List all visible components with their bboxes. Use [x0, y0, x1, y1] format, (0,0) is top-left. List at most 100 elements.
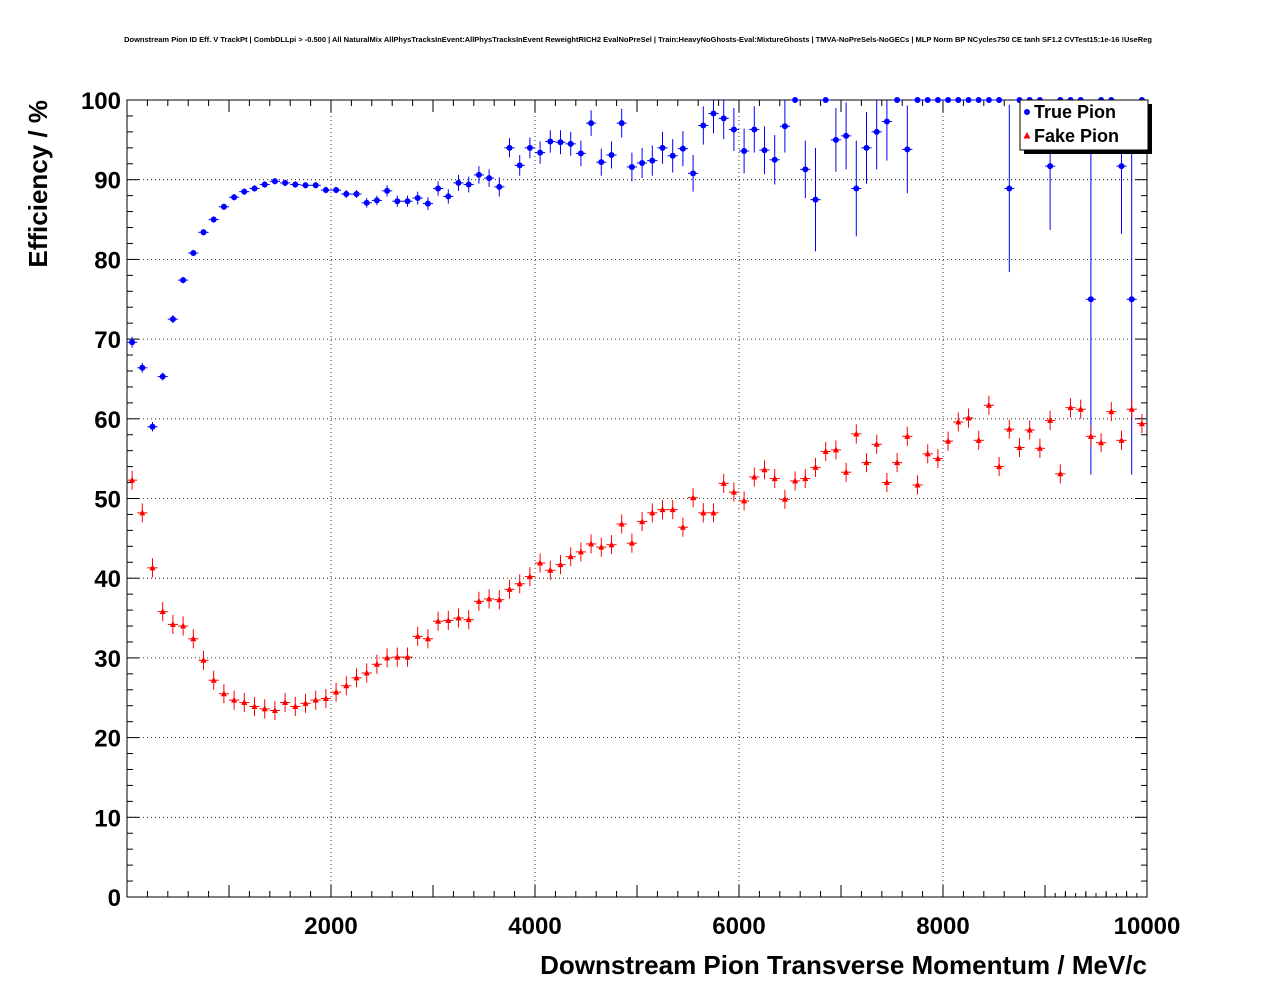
y-axis-title: Efficiency / % — [23, 100, 53, 268]
data-point — [231, 194, 238, 201]
y-tick-label: 30 — [94, 646, 121, 673]
data-point — [812, 463, 819, 470]
data-point — [996, 97, 1003, 103]
data-point — [659, 144, 666, 151]
data-point — [169, 620, 176, 627]
data-point — [649, 509, 656, 516]
data-point — [853, 185, 860, 192]
series-fake-pion — [127, 395, 1147, 721]
data-point — [802, 166, 809, 173]
data-point — [149, 564, 156, 571]
data-point — [588, 120, 595, 127]
data-point — [934, 97, 941, 103]
data-point — [598, 543, 605, 550]
data-point — [700, 122, 707, 129]
data-point — [679, 145, 686, 152]
data-point — [139, 364, 146, 371]
data-point — [363, 669, 370, 676]
data-point — [1128, 296, 1135, 303]
data-point — [1128, 405, 1135, 412]
data-point — [435, 617, 442, 624]
data-point — [669, 152, 676, 159]
data-point — [567, 553, 574, 560]
data-point — [1006, 425, 1013, 432]
data-point — [639, 518, 646, 525]
data-point — [822, 97, 829, 103]
data-point — [832, 446, 839, 453]
data-point — [251, 703, 258, 710]
y-tick-label: 100 — [81, 88, 121, 115]
data-point — [985, 401, 992, 408]
data-point — [1057, 470, 1064, 477]
y-tick-label: 10 — [94, 805, 121, 832]
data-point — [129, 339, 136, 346]
data-point — [720, 479, 727, 486]
data-point — [822, 447, 829, 454]
data-point — [445, 616, 452, 623]
legend-fake-pion-marker — [1023, 132, 1031, 139]
data-point — [1047, 416, 1054, 423]
data-point — [812, 196, 819, 203]
data-point — [669, 506, 676, 513]
data-point — [904, 432, 911, 439]
x-tick-label: 2000 — [304, 913, 357, 940]
data-point — [843, 132, 850, 139]
x-tick-label: 10000 — [1114, 913, 1181, 940]
data-point — [210, 216, 217, 223]
data-point — [924, 450, 931, 457]
data-point — [975, 436, 982, 443]
data-point — [149, 423, 156, 430]
data-point — [343, 191, 350, 198]
data-point — [720, 115, 727, 122]
y-tick-label: 90 — [94, 168, 121, 195]
data-point — [1108, 408, 1115, 415]
legend-box — [1019, 99, 1149, 151]
data-point — [975, 97, 982, 103]
data-point — [771, 475, 778, 482]
legend-true-pion-marker — [1024, 109, 1030, 115]
y-tick-label: 20 — [94, 726, 121, 753]
data-point — [618, 120, 625, 127]
data-point — [883, 118, 890, 125]
data-point — [628, 163, 635, 170]
data-point — [741, 497, 748, 504]
data-point — [608, 151, 615, 158]
data-point — [557, 139, 564, 146]
data-point — [730, 488, 737, 495]
data-point — [251, 185, 258, 192]
data-point — [292, 703, 299, 710]
data-point — [353, 191, 360, 198]
data-point — [618, 520, 625, 527]
data-point — [373, 660, 380, 667]
data-point — [200, 229, 207, 236]
data-point — [526, 573, 533, 580]
data-point — [506, 144, 513, 151]
data-point — [159, 373, 166, 380]
data-point — [863, 144, 870, 151]
x-axis-title: Downstream Pion Transverse Momentum / Me… — [540, 950, 1147, 980]
data-point — [475, 597, 482, 604]
data-point — [547, 566, 554, 573]
data-point — [486, 595, 493, 602]
data-point — [282, 699, 289, 706]
data-point — [659, 506, 666, 513]
y-tick-label: 50 — [94, 487, 121, 514]
data-point — [537, 559, 544, 566]
data-point — [567, 140, 574, 147]
data-point — [853, 430, 860, 437]
data-point — [506, 585, 513, 592]
data-point — [730, 126, 737, 133]
data-point — [292, 181, 299, 188]
data-point — [435, 185, 442, 192]
data-point — [843, 468, 850, 475]
legend-fake-pion-label: Fake Pion — [1034, 126, 1119, 146]
data-point — [598, 159, 605, 166]
data-point — [486, 175, 493, 182]
data-point — [414, 632, 421, 639]
data-point — [537, 149, 544, 156]
data-point — [639, 159, 646, 166]
data-point — [231, 696, 238, 703]
data-point — [200, 656, 207, 663]
